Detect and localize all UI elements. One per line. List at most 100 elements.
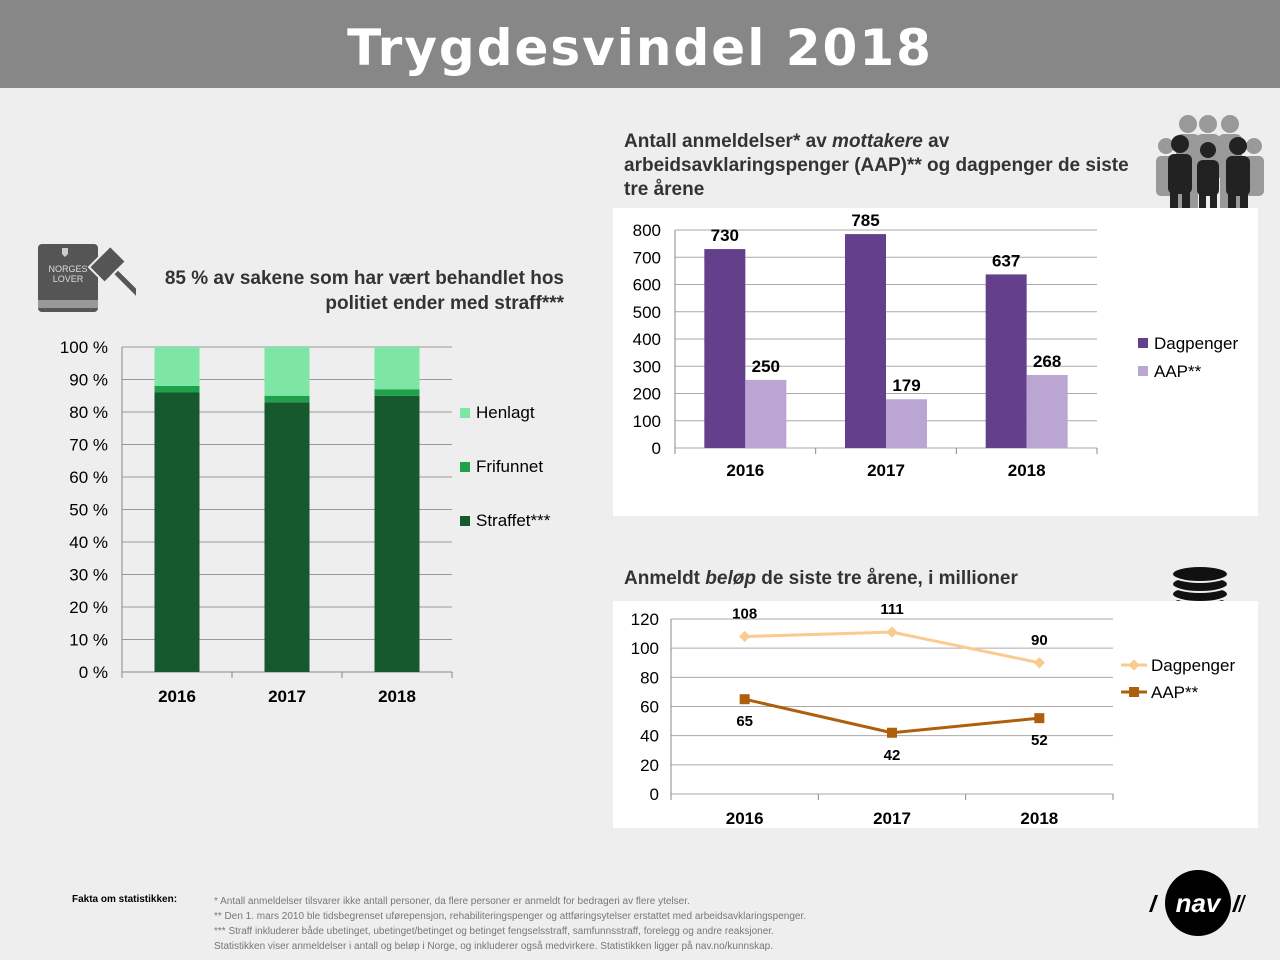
data-label: 52	[1031, 732, 1048, 749]
footer-note: Statistikken viser anmeldelser i antall …	[214, 941, 773, 952]
legend-label: Henlagt	[476, 403, 535, 422]
amount-chart-title-emph: beløp	[705, 568, 756, 589]
y-tick-label: 80	[640, 668, 659, 687]
y-tick-label: 60	[640, 698, 659, 717]
stacked-chart-title: 85 % av sakene som har vært behandlet ho…	[164, 268, 564, 314]
bar-segment	[264, 402, 310, 672]
legend-label: Frifunnet	[476, 457, 543, 476]
data-label: 111	[880, 601, 903, 618]
y-tick-label: 10 %	[69, 631, 108, 650]
y-tick-label: 90 %	[69, 371, 108, 390]
x-tick-label: 2018	[378, 687, 416, 706]
grouped-bar-chart: 730 250 785 179 637 268 0 100 200 300 400 500 600 70…	[633, 211, 1239, 480]
data-label: 250	[752, 357, 780, 376]
y-tick-label: 100	[631, 639, 659, 658]
legend-swatch	[1138, 338, 1148, 348]
amount-chart-title-part1: Anmeldt	[624, 568, 706, 589]
footer-note: *** Straff inkluderer både ubetinget, ub…	[214, 926, 774, 937]
amount-chart-title-part2: de siste tre årene, i millioner	[755, 568, 1018, 589]
legend-marker	[1129, 687, 1139, 697]
y-tick-label: 0 %	[79, 663, 108, 682]
data-point	[887, 727, 897, 738]
y-tick-label: 20	[640, 756, 659, 775]
bar-segment	[374, 395, 420, 672]
x-tick-label: 2018	[1020, 809, 1058, 828]
page-header: Trygdesvindel 2018	[0, 0, 1280, 88]
y-tick-label: 300	[633, 357, 661, 376]
data-label: 42	[884, 747, 901, 764]
legend-marker	[1128, 659, 1140, 671]
x-tick-label: 2017	[873, 809, 911, 828]
count-chart-title-part1: Antall anmeldelser* av	[624, 131, 833, 152]
y-tick-label: 100	[633, 412, 661, 431]
bar-segment	[264, 395, 310, 403]
data-point	[739, 694, 750, 705]
y-tick-label: 500	[633, 303, 661, 322]
series-line	[744, 697, 1040, 735]
y-tick-label: 0	[650, 785, 659, 804]
y-tick-label: 400	[633, 330, 661, 349]
x-tick-label: 2017	[268, 687, 306, 706]
y-tick-label: 600	[633, 276, 661, 295]
bar	[745, 379, 787, 448]
data-label: 730	[711, 226, 739, 245]
y-tick-label: 40	[640, 727, 659, 746]
count-chart-title: Antall anmeldelser* av mottakere av arbe…	[624, 130, 1134, 202]
y-tick-label: 100 %	[60, 338, 108, 357]
nav-logo-text: nav	[1176, 888, 1222, 918]
bar-segment	[374, 347, 420, 390]
page-title: Trygdesvindel 2018	[347, 19, 933, 77]
data-point	[1034, 713, 1045, 724]
data-point	[1033, 657, 1045, 669]
y-tick-label: 0	[652, 439, 661, 458]
data-label: 108	[732, 606, 757, 623]
data-label: 785	[851, 211, 879, 230]
footer-note: ** Den 1. mars 2010 ble tidsbegrenset uf…	[214, 911, 806, 922]
y-tick-label: 700	[633, 248, 661, 267]
y-tick-label: 80 %	[69, 403, 108, 422]
bar-segment	[154, 347, 200, 386]
bar	[886, 399, 927, 448]
bar	[704, 249, 746, 448]
bar	[845, 234, 886, 448]
legend-label: Straffet***	[476, 511, 551, 530]
x-tick-label: 2018	[1008, 461, 1046, 480]
count-chart-title-emph: mottakere	[832, 131, 923, 152]
y-tick-label: 800	[633, 221, 661, 240]
legend-label: AAP**	[1154, 362, 1202, 381]
legend-label: AAP**	[1151, 683, 1199, 702]
legend-swatch	[460, 516, 470, 526]
people-group-icon	[1156, 115, 1264, 218]
x-tick-label: 2017	[867, 461, 905, 480]
legend-label: Dagpenger	[1151, 656, 1235, 675]
data-label: 65	[736, 713, 753, 730]
bar-segment	[264, 347, 310, 396]
book-label-2: LOVER	[53, 274, 84, 284]
data-label: 637	[992, 251, 1020, 270]
count-chart-title-part2: av arbeidsavklaringspenger (AAP)** og da…	[624, 131, 1129, 200]
legend-swatch	[460, 462, 470, 472]
data-label: 90	[1031, 632, 1048, 649]
bar	[1026, 374, 1068, 448]
amount-chart-panel	[613, 601, 1258, 828]
y-tick-label: 70 %	[69, 436, 108, 455]
footer-label: Fakta om statistikken:	[72, 894, 178, 905]
legend-swatch	[460, 408, 470, 418]
data-label: 179	[892, 376, 920, 395]
data-point	[886, 626, 898, 638]
data-point	[739, 630, 751, 643]
bar-segment	[374, 389, 420, 396]
y-tick-label: 50 %	[69, 501, 108, 520]
y-tick-label: 60 %	[69, 468, 108, 487]
y-tick-label: 20 %	[69, 598, 108, 617]
bar-segment	[154, 386, 200, 393]
legend-label: Dagpenger	[1154, 334, 1238, 353]
footer-notes: * Antall anmeldelser tilsvarer ikke anta…	[214, 894, 974, 954]
x-tick-label: 2016	[726, 461, 764, 480]
bar	[985, 274, 1027, 448]
data-label: 268	[1033, 352, 1061, 371]
y-tick-label: 40 %	[69, 533, 108, 552]
footer-note: * Antall anmeldelser tilsvarer ikke anta…	[214, 896, 690, 907]
stacked-bar-chart: 0 % 10 % 20 % 30 % 40 % 50 % 60 % 70 % 80 % 90 % 1…	[60, 338, 551, 706]
amount-chart-title: Anmeldt beløp de siste tre årene, i mill…	[624, 568, 1144, 590]
